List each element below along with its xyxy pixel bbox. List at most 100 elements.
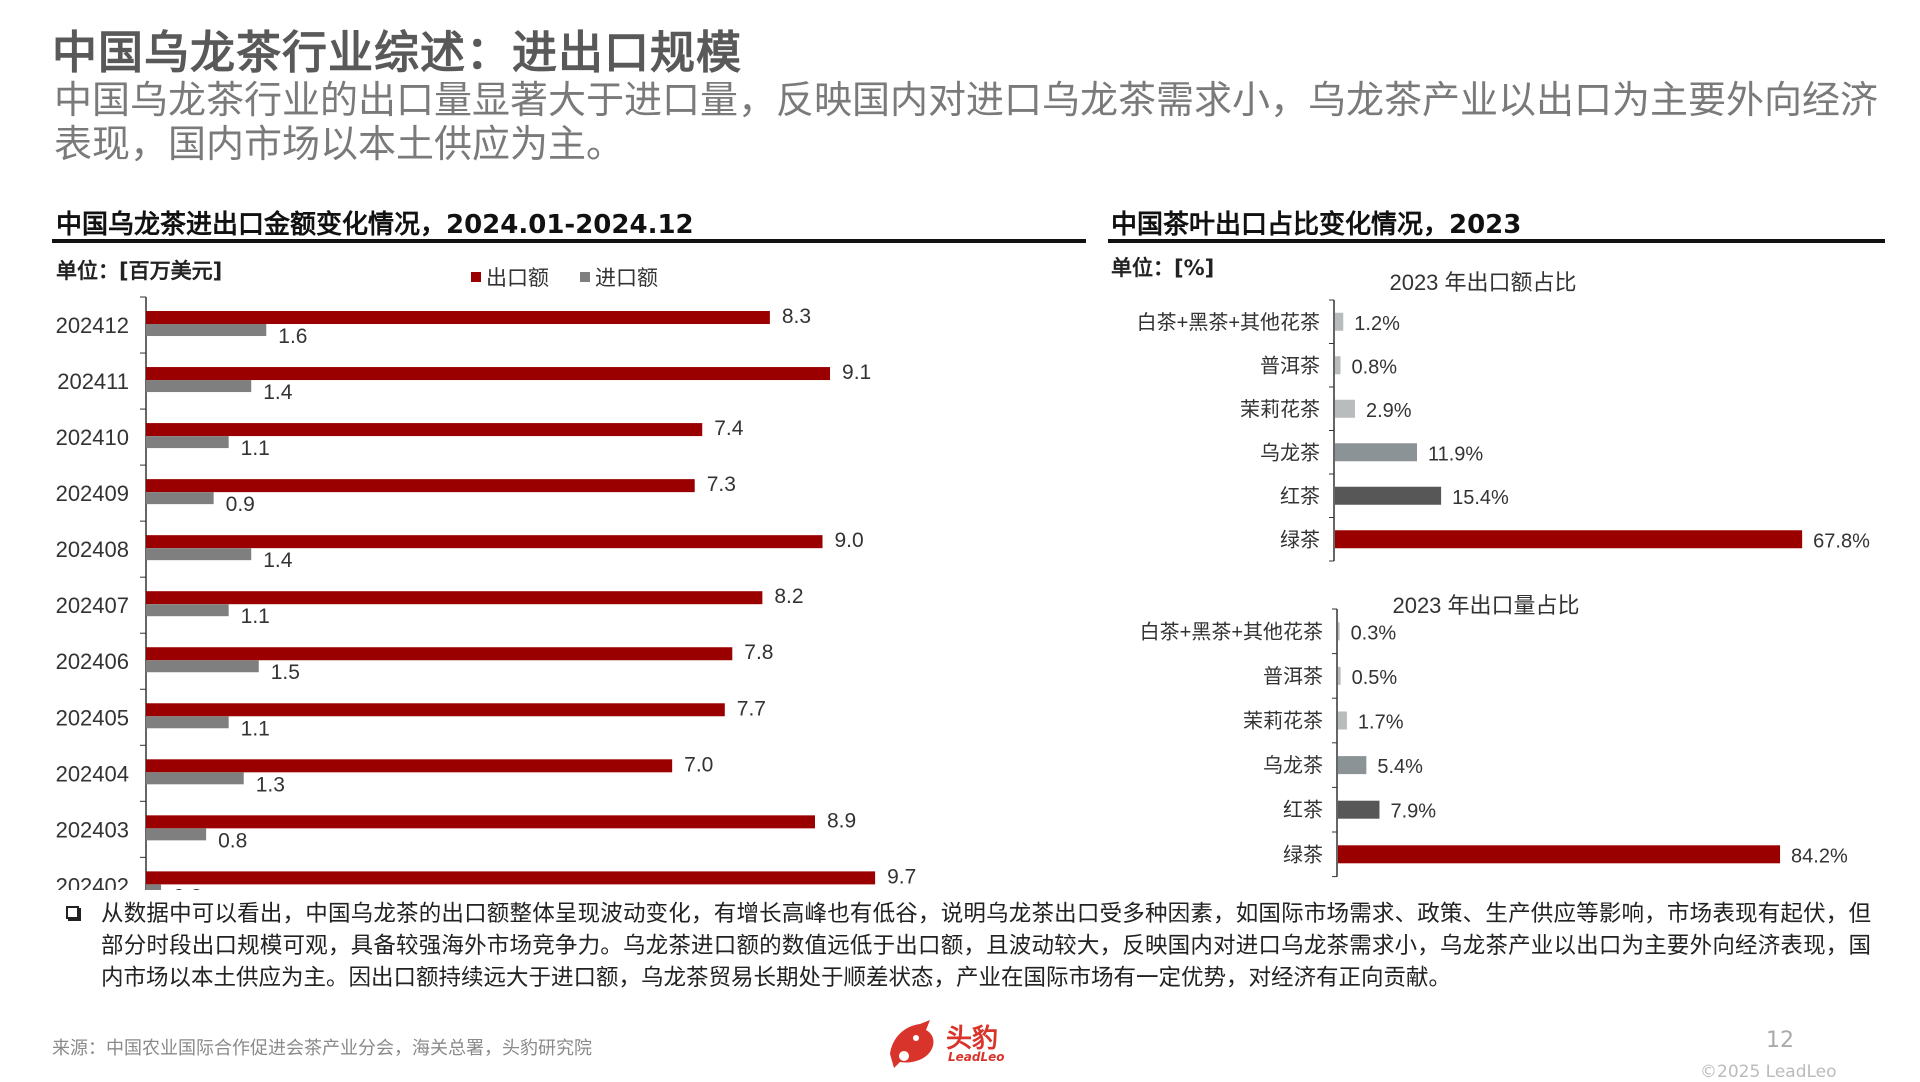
data-label-import: 1.6 (278, 325, 307, 348)
data-label-import: 0.9 (226, 493, 255, 516)
bar-import (146, 828, 207, 841)
bar-share (1338, 622, 1340, 641)
bar-import (146, 492, 214, 505)
data-label-share: 0.5% (1352, 667, 1398, 689)
bar-share (1335, 356, 1341, 375)
bar-export (146, 647, 733, 661)
bar-share (1338, 845, 1781, 864)
leopard-logo-icon (890, 1020, 934, 1068)
bar-import (146, 604, 229, 617)
category-label: 乌龙茶 (1260, 441, 1320, 464)
data-label-import: 1.4 (263, 549, 293, 572)
data-label-export: 7.3 (707, 473, 736, 496)
bar-import (146, 324, 267, 337)
category-label: 白茶+黑茶+其他花茶 (1140, 620, 1323, 643)
data-label-export: 8.9 (827, 809, 856, 832)
legend-swatch-export (471, 272, 481, 282)
category-label: 乌龙茶 (1263, 754, 1323, 777)
legend-label-export: 出口额 (486, 267, 549, 290)
bar-export (146, 759, 673, 773)
bar-export (146, 479, 695, 493)
category-label: 202406 (56, 649, 129, 674)
bar-import (146, 772, 244, 785)
data-label-share: 84.2% (1791, 845, 1848, 867)
copyright: ©2025 LeadLeo (1700, 1062, 1837, 1082)
subchart-title: 2023 年出口量占比 (1392, 593, 1579, 618)
bar-share (1338, 711, 1347, 730)
bar-share (1338, 800, 1380, 819)
bar-import (146, 548, 252, 561)
category-label: 202403 (56, 817, 129, 842)
data-label-export: 9.0 (835, 529, 864, 552)
page-title: 中国乌龙茶行业综述：进出口规模 (52, 26, 743, 79)
category-label: 红茶 (1280, 485, 1320, 508)
bar-export (146, 367, 831, 381)
category-label: 白茶+黑茶+其他花茶 (1137, 311, 1320, 334)
data-label-export: 9.7 (887, 865, 916, 888)
left-chart-title: 中国乌龙茶进出口金额变化情况，2024.01-2024.12 (56, 210, 694, 240)
data-label-export: 7.7 (737, 697, 766, 720)
category-label: 普洱茶 (1263, 665, 1323, 688)
data-label-export: 7.8 (744, 641, 773, 664)
page-number: 12 (1766, 1028, 1794, 1053)
bar-share (1338, 666, 1341, 685)
bar-share (1338, 756, 1367, 775)
data-label-import: 1.4 (263, 381, 293, 404)
bar-share (1335, 530, 1803, 549)
category-label: 202405 (56, 705, 129, 730)
data-label-share: 0.8% (1352, 356, 1398, 378)
bar-import (146, 660, 259, 673)
bar-export (146, 703, 725, 717)
bar-share (1335, 443, 1417, 462)
bar-import (146, 436, 229, 449)
category-label: 202402 (56, 873, 129, 890)
category-label: 绿茶 (1283, 843, 1323, 866)
bar-export (146, 815, 815, 829)
source-note: 来源：中国农业国际合作促进会茶产业分会，海关总署，头豹研究院 (52, 1038, 592, 1059)
left-bar-chart: 出口额进口额0246810122024128.31.62024119.11.42… (56, 267, 916, 890)
data-label-share: 15.4% (1452, 487, 1509, 509)
left-chart-rule (52, 239, 1086, 243)
bar-export (146, 311, 770, 325)
category-label: 202407 (56, 593, 129, 618)
category-label: 202409 (56, 481, 129, 506)
legend-swatch-import (580, 272, 590, 282)
legend-label-import: 进口额 (595, 267, 658, 290)
data-label-share: 1.2% (1354, 313, 1400, 335)
data-label-share: 67.8% (1813, 530, 1870, 552)
logo-text: 头豹 (946, 1024, 999, 1054)
category-label: 茉莉花茶 (1240, 398, 1320, 421)
bar-share (1335, 399, 1355, 418)
right-chart-unit: 单位：[%] (1111, 256, 1215, 280)
right-chart-rule (1108, 239, 1885, 243)
data-label-export: 8.2 (774, 585, 803, 608)
data-label-import: 1.1 (241, 717, 270, 740)
data-label-share: 1.7% (1358, 712, 1404, 734)
leadleo-logo: 头豹 LeadLeo (886, 1016, 1016, 1070)
bar-import (146, 884, 162, 890)
data-label-import: 1.1 (241, 437, 270, 460)
bar-export (146, 423, 703, 437)
analysis-text: 从数据中可以看出，中国乌龙茶的出口额整体呈现波动变化，有增长高峰也有低谷，说明乌… (101, 901, 1871, 991)
data-label-import: 0.2 (173, 885, 202, 890)
category-label: 202404 (56, 761, 129, 786)
data-label-share: 5.4% (1377, 756, 1423, 778)
data-label-import: 1.1 (241, 605, 270, 628)
data-label-import: 0.8 (218, 829, 247, 852)
data-label-export: 7.0 (684, 753, 713, 776)
data-label-export: 9.1 (842, 361, 871, 384)
data-label-import: 1.5 (271, 661, 300, 684)
right-chart-title: 中国茶叶出口占比变化情况，2023 (1111, 210, 1522, 240)
data-label-share: 2.9% (1366, 400, 1412, 422)
category-label: 202412 (56, 313, 129, 338)
category-label: 红茶 (1283, 799, 1323, 822)
bar-export (146, 535, 823, 549)
data-label-export: 8.3 (782, 305, 811, 328)
subchart-title: 2023 年出口额占比 (1389, 270, 1576, 295)
bar-import (146, 716, 229, 729)
category-label: 202408 (56, 537, 129, 562)
page-subtitle: 中国乌龙茶行业的出口量显著大于进口量，反映国内对进口乌龙茶需求小，乌龙茶产业以出… (54, 78, 1879, 166)
category-label: 茉莉花茶 (1243, 710, 1323, 733)
category-label: 202411 (57, 369, 129, 394)
